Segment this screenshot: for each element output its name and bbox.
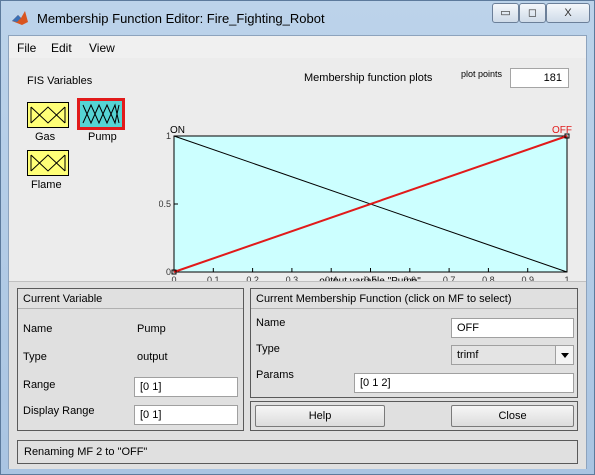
matlab-logo-icon (12, 11, 28, 25)
mf-label-off[interactable]: OFF (552, 125, 572, 136)
x-tick-label: 0.2 (246, 275, 259, 285)
mf-name-label: Name (256, 317, 286, 329)
mf-label-on[interactable]: ON (170, 125, 185, 136)
range-input[interactable]: [0 1] (134, 377, 238, 397)
button-panel: Help Close (250, 401, 578, 431)
y-tick-label: 0 (166, 267, 171, 277)
title-bar[interactable]: Membership Function Editor: Fire_Fightin… (1, 1, 594, 35)
cv-display-range-label: Display Range (23, 405, 95, 417)
current-mf-title: Current Membership Function (click on MF… (251, 289, 577, 309)
x-tick-label: 0 (171, 275, 176, 285)
display-range-input[interactable]: [0 1] (134, 405, 238, 425)
x-tick-label: 0.7 (443, 275, 456, 285)
y-tick-label: 1 (166, 131, 171, 141)
x-tick-label: 0.8 (482, 275, 495, 285)
input-variable-flame-icon[interactable] (27, 150, 69, 176)
fis-plot-area: FIS Variables Gas Flame (9, 58, 586, 286)
plots-title: Membership function plots (304, 72, 433, 84)
mf-line-off[interactable] (173, 135, 568, 273)
close-button[interactable]: Close (451, 405, 574, 427)
status-bar: Renaming MF 2 to "OFF" (17, 440, 578, 464)
mf-type-value: trimf (457, 349, 479, 361)
window-title: Membership Function Editor: Fire_Fightin… (37, 11, 325, 26)
output-variable-pump-label: Pump (88, 131, 117, 143)
properties-area: Current Variable Name Pump Type output R… (9, 281, 586, 469)
y-tick-label: 0.5 (159, 199, 171, 209)
plot-points-input[interactable] (510, 68, 569, 88)
cv-name-value: Pump (137, 323, 166, 335)
minimize-button[interactable]: ▭ (492, 3, 519, 23)
mf-vertex-marker[interactable] (171, 269, 177, 275)
mf-vertex-marker[interactable] (564, 133, 570, 139)
cv-type-label: Type (23, 351, 47, 363)
close-window-button[interactable]: X (546, 3, 590, 23)
cv-range-label: Range (23, 379, 56, 391)
current-mf-panel: Current Membership Function (click on MF… (250, 288, 578, 398)
current-variable-panel: Current Variable Name Pump Type output R… (17, 288, 244, 431)
x-tick-label: 0.6 (404, 275, 417, 285)
mf-params-label: Params (256, 369, 294, 381)
x-tick-label: 0.1 (207, 275, 220, 285)
x-tick-label: 0.4 (325, 275, 338, 285)
client-area: File Edit View FIS Variables Gas Flame (8, 35, 587, 469)
x-tick-label: 0.5 (364, 275, 377, 285)
chevron-down-icon[interactable] (555, 346, 573, 364)
plot-points-label: plot points (461, 69, 503, 79)
output-variable-pump-icon[interactable] (77, 98, 125, 130)
x-axis-ticks: 0 0.1 0.2 0.3 0.4 0.5 0.6 0.7 0.8 0.9 1 (171, 268, 570, 285)
maximize-button[interactable]: ◻ (519, 3, 546, 23)
input-variable-gas-label: Gas (35, 131, 56, 143)
mf-curves (171, 133, 570, 275)
x-tick-label: 0.3 (286, 275, 299, 285)
mf-type-select[interactable]: trimf (451, 345, 574, 365)
cv-type-value: output (137, 351, 168, 363)
menu-edit[interactable]: Edit (51, 41, 72, 55)
input-variable-flame-label: Flame (31, 179, 62, 191)
input-variable-gas-icon[interactable] (27, 102, 69, 128)
x-tick-label: 0.9 (521, 275, 534, 285)
mf-type-label: Type (256, 343, 280, 355)
current-variable-title: Current Variable (18, 289, 243, 309)
help-button[interactable]: Help (255, 405, 385, 427)
menu-file[interactable]: File (17, 41, 37, 55)
mf-name-input[interactable]: OFF (451, 318, 574, 338)
menu-view[interactable]: View (89, 41, 115, 55)
cv-name-label: Name (23, 323, 53, 335)
x-tick-label: 1 (564, 275, 569, 285)
membership-function-plot[interactable]: 0 0.1 0.2 0.3 0.4 0.5 0.6 0.7 0.8 0.9 1 0 0.5 1 ON O… (159, 116, 586, 286)
menu-bar: File Edit View (9, 36, 586, 59)
fis-variables-title: FIS Variables (27, 75, 93, 87)
mf-params-input[interactable]: [0 1 2] (354, 373, 574, 393)
